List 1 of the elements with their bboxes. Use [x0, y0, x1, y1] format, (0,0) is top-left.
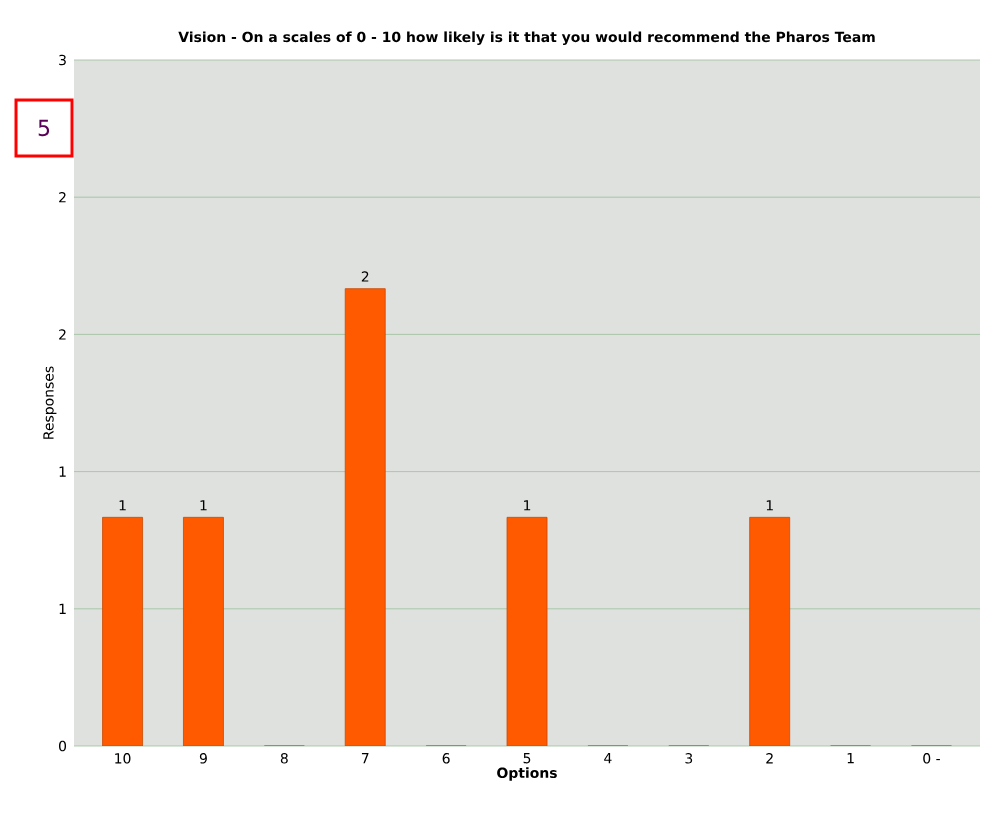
text: 5	[38, 119, 50, 137]
